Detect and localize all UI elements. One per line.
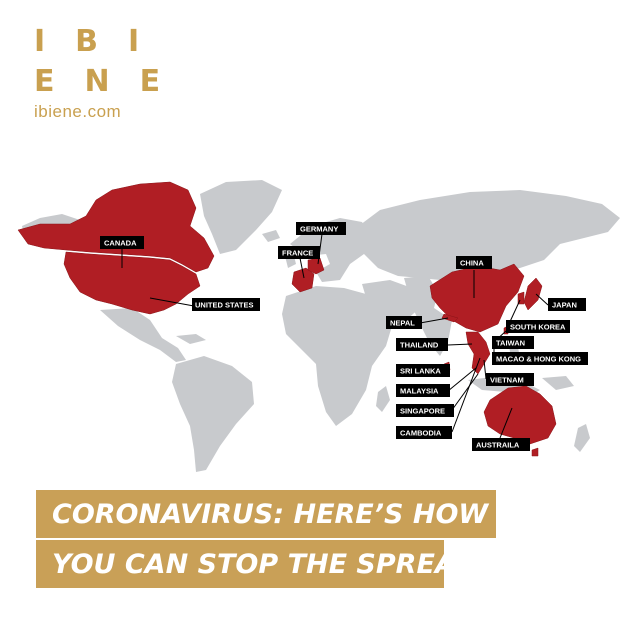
label-cambodia: CAMBODIA — [396, 426, 452, 439]
svg-text:AUSTRAILA: AUSTRAILA — [476, 441, 520, 450]
leader-vietnam — [483, 359, 487, 380]
leader-thailand — [447, 343, 473, 346]
central-asia-shape — [404, 276, 452, 356]
caribbean-shape — [176, 334, 206, 344]
japan-shape — [523, 277, 543, 311]
leader-cambodia — [451, 357, 481, 433]
france-shape — [291, 267, 315, 293]
logo-line-1: IBI — [34, 24, 170, 59]
headline-banner-line-1: CORONAVIRUS: HERE’S HOW — [36, 490, 496, 538]
madagascar-shape — [376, 386, 390, 412]
svg-text:CHINA: CHINA — [460, 259, 484, 268]
world-map-svg: CANADA UNITED STATES GERMANY FRANCE CHIN… — [17, 180, 620, 472]
tasmania-shape — [531, 447, 539, 457]
svg-text:MACAO & HONG KONG: MACAO & HONG KONG — [496, 355, 581, 364]
svg-text:JAPAN: JAPAN — [552, 301, 577, 310]
label-taiwan: TAIWAN — [492, 336, 534, 349]
leader-australia — [499, 407, 513, 439]
svg-text:SOUTH KOREA: SOUTH KOREA — [510, 323, 566, 332]
brand-logo: IBI ENE ibiene.com — [34, 22, 190, 122]
svg-text:UNITED STATES: UNITED STATES — [195, 301, 253, 310]
russia-shape — [356, 190, 620, 280]
headline-banner-line-2: YOU CAN STOP THE SPREAD — [36, 540, 478, 588]
svg-text:MALAYSIA: MALAYSIA — [400, 387, 439, 396]
leader-us — [149, 297, 195, 307]
label-macao-hong-kong: MACAO & HONG KONG — [492, 352, 588, 365]
label-united-states: UNITED STATES — [192, 298, 260, 311]
logo-url: ibiene.com — [34, 102, 122, 121]
world-map: CANADA UNITED STATES GERMANY FRANCE CHIN… — [0, 168, 640, 478]
label-thailand: THAILAND — [396, 338, 448, 351]
papua-shape — [542, 376, 574, 390]
leader-nepal — [419, 317, 449, 324]
label-germany: GERMANY — [296, 222, 346, 235]
central-america-shape — [100, 308, 186, 362]
headline-line-2: YOU CAN STOP THE SPREAD — [52, 548, 479, 580]
headline-line-1: CORONAVIRUS: HERE’S HOW — [52, 498, 489, 530]
africa-shape — [282, 286, 392, 426]
svg-text:GERMANY: GERMANY — [300, 225, 338, 234]
svg-text:CANADA: CANADA — [104, 239, 137, 248]
label-france: FRANCE — [278, 246, 320, 259]
label-malaysia: MALAYSIA — [396, 384, 450, 397]
label-canada: CANADA — [100, 236, 144, 249]
canada-shape — [17, 181, 215, 273]
svg-text:FRANCE: FRANCE — [282, 249, 313, 258]
australia-shape — [483, 385, 557, 445]
land-affected — [17, 181, 557, 457]
svg-text:SRI LANKA: SRI LANKA — [400, 367, 441, 376]
svg-text:SINGAPORE: SINGAPORE — [400, 407, 445, 416]
label-south-korea: SOUTH KOREA — [506, 320, 570, 333]
greenland-shape — [200, 180, 282, 254]
southeast-asia-shape — [465, 331, 491, 375]
label-australia: AUSTRAILA — [472, 438, 530, 451]
svg-text:CAMBODIA: CAMBODIA — [400, 429, 442, 438]
leader-japan — [535, 293, 549, 306]
south-america-shape — [172, 356, 254, 472]
new-zealand-shape — [574, 424, 590, 452]
nepal-shape — [441, 313, 459, 323]
svg-text:NEPAL: NEPAL — [390, 319, 415, 328]
svg-text:TAIWAN: TAIWAN — [496, 339, 525, 348]
leader-lines — [121, 233, 549, 439]
logo-line-2: ENE — [34, 64, 191, 99]
leader-france — [299, 257, 305, 279]
label-vietnam: VIETNAM — [486, 373, 534, 386]
label-singapore: SINGAPORE — [396, 404, 454, 417]
label-nepal: NEPAL — [386, 316, 422, 329]
svg-text:THAILAND: THAILAND — [400, 341, 439, 350]
label-sri-lanka: SRI LANKA — [396, 364, 450, 377]
leader-singapore — [451, 373, 479, 411]
svg-text:VIETNAM: VIETNAM — [490, 376, 524, 385]
label-china: CHINA — [456, 256, 492, 269]
leader-malaysia — [447, 367, 477, 392]
united-states-shape — [63, 251, 201, 315]
label-japan: JAPAN — [548, 298, 586, 311]
iceland-shape — [262, 230, 280, 242]
